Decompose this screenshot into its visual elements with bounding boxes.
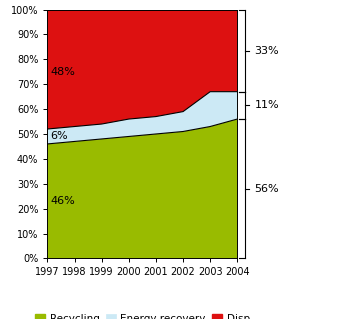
Legend: Recycling, Energy recovery, Disp: Recycling, Energy recovery, Disp xyxy=(31,309,254,319)
Text: 33%: 33% xyxy=(254,46,279,56)
Text: 6%: 6% xyxy=(50,131,68,141)
Text: 46%: 46% xyxy=(50,196,75,206)
Text: 11%: 11% xyxy=(254,100,279,110)
Text: 56%: 56% xyxy=(254,184,279,194)
Text: 48%: 48% xyxy=(50,67,75,77)
